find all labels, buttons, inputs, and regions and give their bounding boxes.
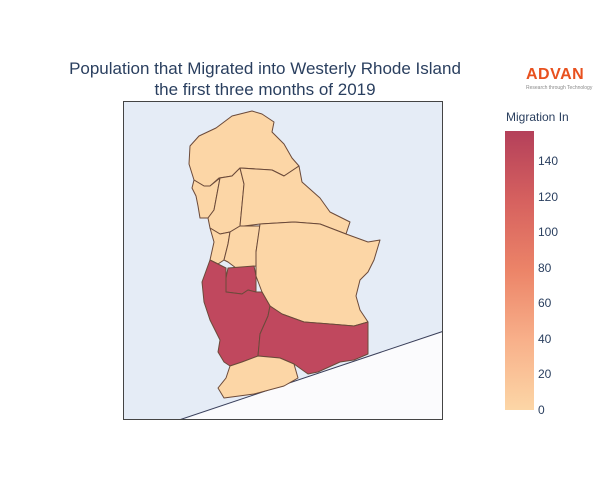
colorbar-tick-80: 80 (538, 260, 552, 275)
chart-title-line-1: Population that Migrated into Westerly R… (69, 59, 461, 78)
colorbar-tick-140: 140 (538, 154, 559, 169)
region-small-central-tract[interactable] (225, 265, 257, 295)
chart-title-line-2: the first three months of 2019 (154, 80, 376, 99)
colorbar-title: Migration In (506, 110, 569, 124)
logo-tagline: Research through Technology (526, 85, 593, 91)
map-frame[interactable] (123, 101, 443, 420)
region-southern-coast-tract[interactable] (217, 355, 299, 399)
logo-wordmark: ADVAN (526, 66, 585, 83)
map-svg (180, 110, 442, 419)
colorbar-tick-40: 40 (538, 331, 552, 346)
colorbar-tick-60: 60 (538, 296, 552, 311)
colorbar-tick-120: 120 (538, 189, 559, 204)
colorbar-tick-0: 0 (538, 403, 545, 417)
coastline (180, 331, 442, 419)
colorbar-gradient (505, 131, 534, 410)
colorbar-tick-20: 20 (538, 367, 552, 382)
colorbar-tick-100: 100 (538, 225, 559, 240)
region-east-large-tract[interactable] (255, 221, 381, 327)
advan-logo: ADVAN Research through Technology (526, 66, 593, 91)
region-south-central-tract[interactable] (257, 305, 369, 375)
chart-title: Population that Migrated into Westerly R… (40, 58, 490, 100)
